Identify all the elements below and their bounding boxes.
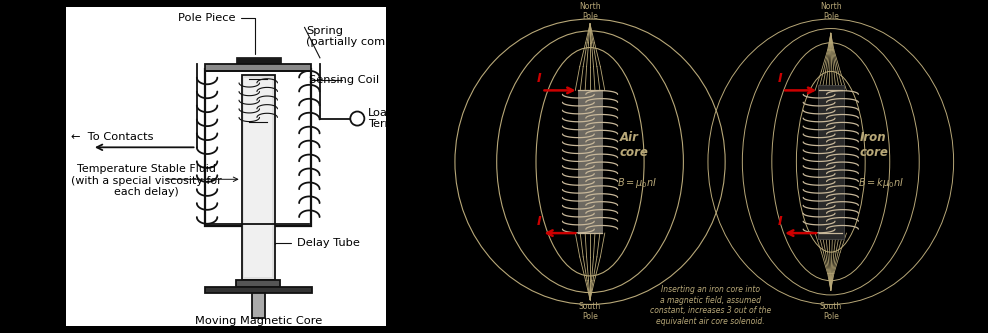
- Text: I: I: [778, 214, 782, 227]
- Text: Air
core: Air core: [619, 131, 648, 159]
- Text: Iron
core: Iron core: [860, 131, 889, 159]
- Text: I: I: [778, 72, 782, 85]
- Bar: [206, 64, 311, 71]
- Bar: [236, 57, 281, 70]
- Text: $B = \mu_0 nI$: $B = \mu_0 nI$: [618, 176, 657, 190]
- Text: ←  To Contacts: ← To Contacts: [71, 132, 154, 142]
- Bar: [236, 280, 281, 287]
- Bar: [244, 78, 273, 277]
- Text: Temperature Stable Fluid
(with a special viscosity for
each delay): Temperature Stable Fluid (with a special…: [71, 164, 222, 197]
- Text: South
Pole: South Pole: [820, 302, 842, 321]
- Text: I: I: [536, 72, 541, 85]
- Bar: [242, 75, 275, 280]
- Text: Sensing Coil: Sensing Coil: [309, 75, 379, 85]
- Bar: [206, 69, 311, 226]
- Text: Delay Tube: Delay Tube: [275, 238, 360, 248]
- Text: $B = k\mu_0 nI$: $B = k\mu_0 nI$: [858, 176, 904, 190]
- Bar: [578, 90, 603, 233]
- Bar: [252, 293, 265, 318]
- Text: Pole Piece: Pole Piece: [178, 13, 255, 54]
- Bar: [205, 287, 312, 293]
- Text: South
Pole: South Pole: [579, 302, 601, 321]
- Text: I: I: [536, 214, 541, 227]
- Text: Spring
(partially compressed): Spring (partially compressed): [306, 26, 435, 47]
- Text: N
North
Pole: N North Pole: [820, 0, 842, 21]
- Text: Inserting an iron core into
a magnetic field, assumed
constant, increases 3 out : Inserting an iron core into a magnetic f…: [650, 285, 771, 326]
- Text: Moving Magnetic Core: Moving Magnetic Core: [195, 316, 322, 326]
- Text: N
North
Pole: N North Pole: [579, 0, 601, 21]
- Bar: [818, 85, 844, 239]
- Text: Load
Term.: Load Term.: [369, 108, 399, 129]
